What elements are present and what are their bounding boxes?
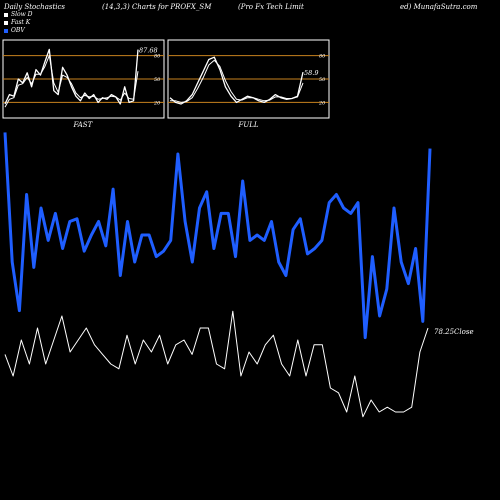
price-line xyxy=(4,310,429,418)
obv-line xyxy=(3,132,432,340)
legend: Slow D Fast K OBV xyxy=(4,11,33,35)
header-company: (Pro Fx Tech Limit xyxy=(238,3,304,11)
fast-ytick-label: 50 xyxy=(154,77,161,83)
full-ytick-label: 20 xyxy=(318,100,326,106)
full-ytick-label: 50 xyxy=(319,77,326,83)
fast-ytick-label: 20 xyxy=(153,100,161,106)
legend-item-slow-d: Slow D xyxy=(4,11,33,19)
fast-ytick-label: 80 xyxy=(154,54,161,60)
header-params: (14,3,3) Charts for PROFX_SM xyxy=(102,3,212,11)
fast-slow-d-line xyxy=(4,55,139,108)
price-close-label: 78.25Close xyxy=(434,328,474,336)
legend-label-fast-k: Fast K xyxy=(11,19,31,26)
legend-item-fast-k: Fast K xyxy=(4,19,33,27)
fast-last-value-label: 87.68 xyxy=(139,47,158,55)
legend-item-obv: OBV xyxy=(4,27,33,35)
legend-swatch-slow-d xyxy=(4,13,8,17)
legend-swatch-obv xyxy=(4,29,8,33)
header-site: ed) MunafaSutra.com xyxy=(400,3,478,11)
legend-label-obv: OBV xyxy=(11,27,25,34)
full-slow-d-line xyxy=(170,59,304,103)
full-fast-k-line xyxy=(169,56,304,105)
legend-swatch-fast-k xyxy=(4,21,8,25)
full-last-value-label: 58.9 xyxy=(304,69,318,77)
header-title: Daily Stochastics xyxy=(4,3,66,11)
fast-panel-label: FAST xyxy=(73,121,94,129)
legend-label-slow-d: Slow D xyxy=(11,11,33,18)
full-ytick-label: 80 xyxy=(319,54,326,60)
full-panel-label: FULL xyxy=(238,121,259,129)
